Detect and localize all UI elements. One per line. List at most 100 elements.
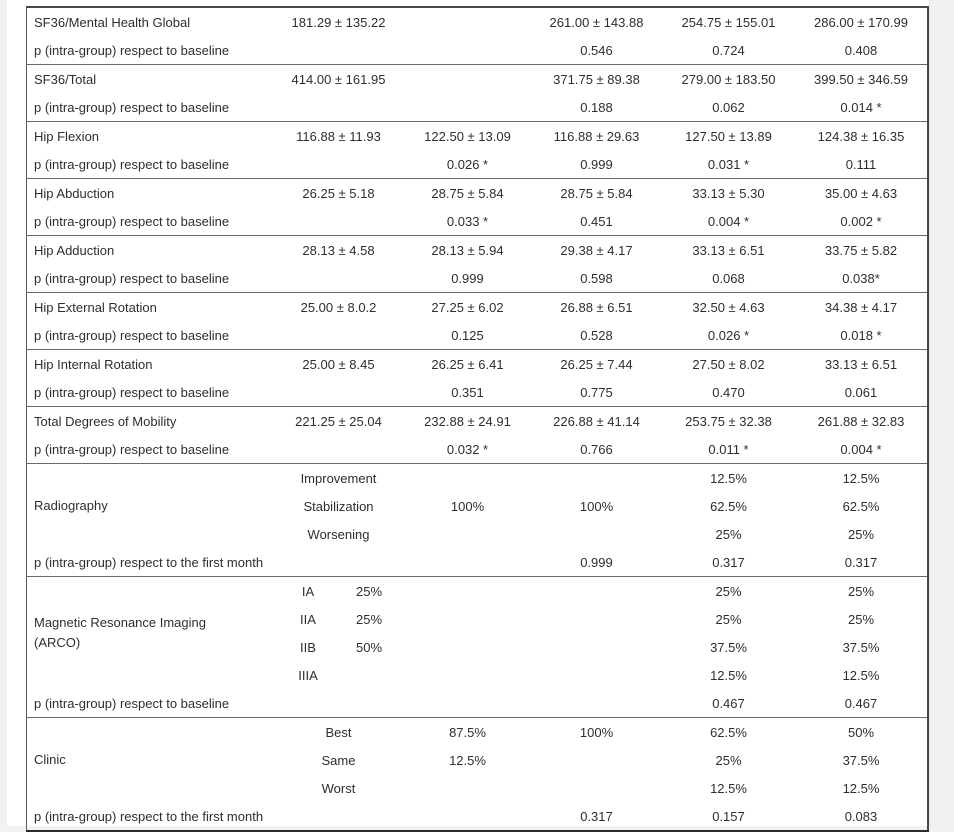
value-cell: 181.29 ± 135.22 <box>273 6 404 36</box>
p-row-label: p (intra-group) respect to baseline <box>34 99 230 115</box>
grade-label: IIA <box>300 611 316 627</box>
p-value-cell <box>404 802 532 831</box>
grade-cell: IIA 25% <box>274 605 404 633</box>
value-cell: 127.50 ± 13.89 <box>661 121 796 150</box>
table-row: Hip Abduction 26.25 ± 5.18 28.75 ± 5.84 28.… <box>26 178 928 207</box>
table-row: SF36/Mental Health Global 181.29 ± 135.22… <box>26 6 928 36</box>
value-cell: 29.38 ± 4.17 <box>531 235 662 264</box>
table-row: IIA 25% 25% 25% <box>27 605 928 633</box>
value-cell: 25.00 ± 8.45 <box>273 349 404 378</box>
table-row: Clinic Best 87.5% 100% 62.5% 50% <box>26 717 928 802</box>
p-value-cell: 0.004 * <box>840 441 882 457</box>
value-cell: 87.5% <box>403 717 532 746</box>
value-cell: 25% <box>661 576 796 605</box>
row-label: Hip Flexion <box>26 121 274 150</box>
value-cell: 25% <box>715 752 742 768</box>
value-cell: 33.13 ± 5.30 <box>661 178 796 207</box>
table-row: IIIA 12.5% 12.5% <box>27 661 928 689</box>
p-value-cell: 0.014 * <box>840 99 882 115</box>
p-value-cell <box>274 93 404 122</box>
p-value-cell: 0.775 <box>580 384 613 400</box>
p-value-cell <box>404 36 532 65</box>
value-cell: 25% <box>795 576 928 605</box>
table-row p-row: p (intra-group) respect to baseline 0.467… <box>27 689 928 718</box>
grade-label: IIIA <box>298 667 318 683</box>
row-label: Hip Abduction <box>26 178 274 207</box>
value-cell <box>403 576 532 605</box>
scrollbar-gutter[interactable] <box>929 0 954 826</box>
table-row: Same 12.5% 25% 37.5% <box>27 746 928 774</box>
value-cell: 37.5% <box>842 752 880 768</box>
p-value-cell: 0.451 <box>580 213 613 229</box>
p-row-label: p (intra-group) respect to baseline <box>34 42 230 58</box>
sub-label-cell: Improvement <box>273 463 404 492</box>
value-cell <box>404 774 532 802</box>
value-cell <box>531 576 662 605</box>
p-value-cell: 0.033 * <box>446 213 489 229</box>
value-cell: 32.50 ± 4.63 <box>661 292 796 321</box>
table-row: Hip Adduction 28.13 ± 4.58 28.13 ± 5.94 29.… <box>26 235 928 264</box>
p-row-label: p (intra-group) respect to baseline <box>34 156 230 172</box>
sub-label-cell: Same <box>321 752 356 768</box>
value-cell: 12.5% <box>842 780 880 796</box>
value-cell: 33.75 ± 5.82 <box>795 235 928 264</box>
p-value-cell: 0.467 <box>712 695 745 711</box>
p-value-cell: 0.999 <box>451 270 484 286</box>
value-cell: 232.88 ± 24.91 <box>403 406 532 435</box>
p-value-cell <box>274 264 404 293</box>
value-cell: 226.88 ± 41.14 <box>531 406 662 435</box>
p-value-cell: 0.157 <box>712 808 745 824</box>
p-value-cell: 0.724 <box>712 42 745 58</box>
value-cell: 26.88 ± 6.51 <box>531 292 662 321</box>
p-value-cell <box>274 802 404 831</box>
table-row: Hip Internal Rotation 25.00 ± 8.45 26.25 ±… <box>26 349 928 378</box>
article-page: SF36/Mental Health Global 181.29 ± 135.22… <box>7 0 930 832</box>
value-cell: 100% <box>531 717 662 746</box>
sub-label-cell: Stabilization <box>303 498 374 514</box>
value-cell: 62.5% <box>661 717 796 746</box>
value-cell: 12.5% <box>795 463 928 492</box>
table-row: Worsening 25% 25% <box>27 520 928 548</box>
table-row p-row: p (intra-group) respect to baseline 0.188… <box>27 93 928 122</box>
table-row p-row: p (intra-group) respect to baseline 0.351… <box>27 378 928 407</box>
row-label: Hip Adduction <box>26 235 274 264</box>
p-value-cell: 0.125 <box>451 327 484 343</box>
p-value-cell: 0.766 <box>580 441 613 457</box>
p-value-cell <box>274 150 404 179</box>
p-value-cell: 0.068 <box>712 270 745 286</box>
value-cell <box>403 463 532 492</box>
value-cell <box>404 520 532 548</box>
table-row: Hip Flexion 116.88 ± 11.93 122.50 ± 13.09 1… <box>26 121 928 150</box>
value-cell: 254.75 ± 155.01 <box>661 6 796 36</box>
value-cell: 28.13 ± 5.94 <box>403 235 532 264</box>
value-cell <box>404 633 532 661</box>
value-cell: 25% <box>847 611 875 627</box>
value-cell: 124.38 ± 16.35 <box>795 121 928 150</box>
p-value-cell: 0.002 * <box>840 213 882 229</box>
value-cell: 37.5% <box>842 639 880 655</box>
p-row-label: p (intra-group) respect to baseline <box>34 695 230 711</box>
value-cell: 25% <box>715 611 742 627</box>
p-value-cell <box>404 93 532 122</box>
table-row: Total Degrees of Mobility 221.25 ± 25.04 2… <box>26 406 928 435</box>
grade-label: IA <box>301 583 315 599</box>
grade-cell: IIIA <box>274 661 404 689</box>
value-cell: 27.25 ± 6.02 <box>403 292 532 321</box>
value-cell: 26.25 ± 5.18 <box>273 178 404 207</box>
value-cell: 12.5% <box>842 667 880 683</box>
p-value-cell: 0.467 <box>844 695 878 711</box>
value-cell <box>532 774 662 802</box>
p-value-cell <box>274 207 404 236</box>
p-value-cell <box>274 435 404 464</box>
p-value-cell: 0.061 <box>844 384 878 400</box>
p-value-cell <box>274 378 404 407</box>
p-value-cell: 0.004 * <box>707 213 750 229</box>
p-value-cell <box>404 689 532 718</box>
value-cell: 399.50 ± 346.59 <box>795 64 928 93</box>
value-cell: 253.75 ± 32.38 <box>661 406 796 435</box>
value-cell: 35.00 ± 4.63 <box>795 178 928 207</box>
value-cell: 12.5% <box>710 780 747 796</box>
row-label: Total Degrees of Mobility <box>26 406 274 435</box>
value-cell: 25% <box>847 526 875 542</box>
value-cell: 62.5% <box>710 498 747 514</box>
